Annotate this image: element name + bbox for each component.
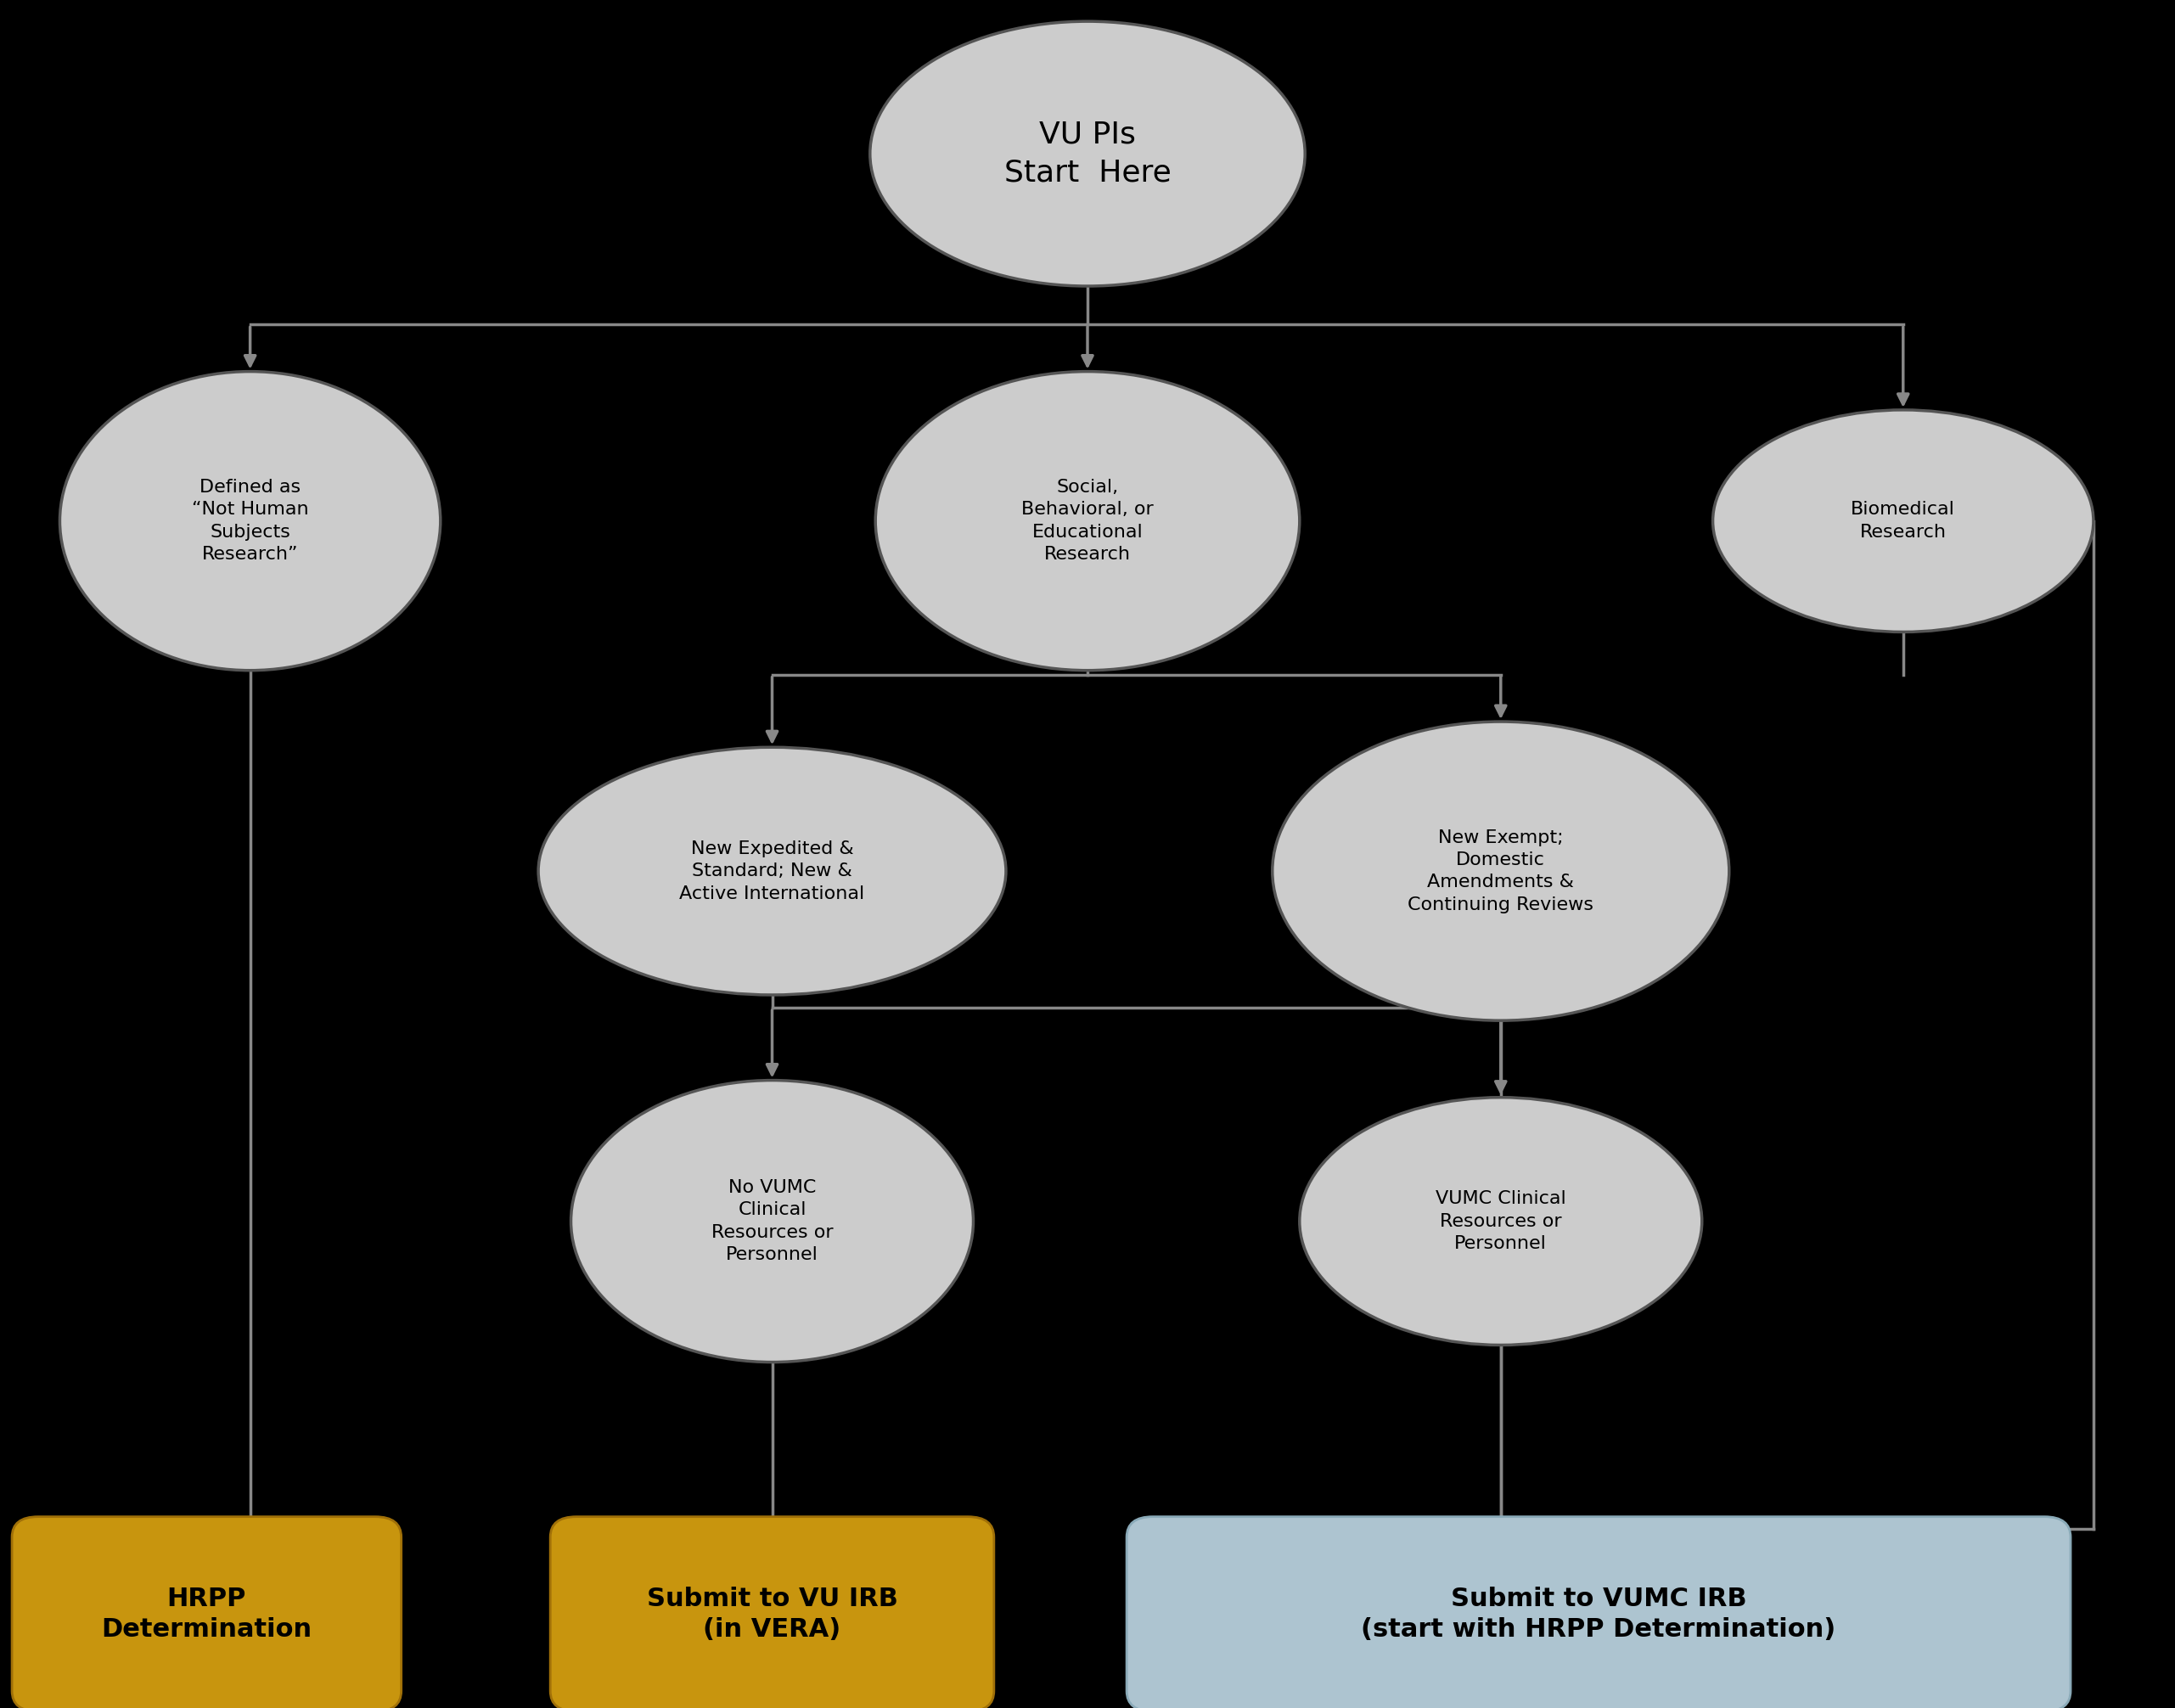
Text: Social,
Behavioral, or
Educational
Research: Social, Behavioral, or Educational Resea… xyxy=(1022,478,1153,564)
Text: Biomedical
Research: Biomedical Research xyxy=(1851,500,1955,541)
Text: VUMC Clinical
Resources or
Personnel: VUMC Clinical Resources or Personnel xyxy=(1436,1190,1566,1252)
Ellipse shape xyxy=(874,372,1301,671)
Text: New Expedited &
Standard; New &
Active International: New Expedited & Standard; New & Active I… xyxy=(679,840,866,902)
Text: No VUMC
Clinical
Resources or
Personnel: No VUMC Clinical Resources or Personnel xyxy=(711,1179,833,1264)
Ellipse shape xyxy=(570,1081,972,1363)
FancyBboxPatch shape xyxy=(13,1517,400,1708)
FancyBboxPatch shape xyxy=(550,1517,994,1708)
Text: Submit to VUMC IRB
(start with HRPP Determination): Submit to VUMC IRB (start with HRPP Dete… xyxy=(1362,1587,1836,1641)
Text: HRPP
Determination: HRPP Determination xyxy=(102,1587,311,1641)
Text: New Exempt;
Domestic
Amendments &
Continuing Reviews: New Exempt; Domestic Amendments & Contin… xyxy=(1407,828,1594,914)
Text: Defined as
“Not Human
Subjects
Research”: Defined as “Not Human Subjects Research” xyxy=(191,478,309,564)
Text: VU PIs
Start  Here: VU PIs Start Here xyxy=(1005,120,1170,188)
Ellipse shape xyxy=(1301,1098,1701,1346)
FancyBboxPatch shape xyxy=(1127,1517,2071,1708)
Ellipse shape xyxy=(870,22,1305,287)
Ellipse shape xyxy=(61,372,439,671)
Text: Submit to VU IRB
(in VERA): Submit to VU IRB (in VERA) xyxy=(646,1587,898,1641)
Ellipse shape xyxy=(1714,410,2092,632)
Ellipse shape xyxy=(1272,721,1729,1021)
Ellipse shape xyxy=(539,748,1005,994)
